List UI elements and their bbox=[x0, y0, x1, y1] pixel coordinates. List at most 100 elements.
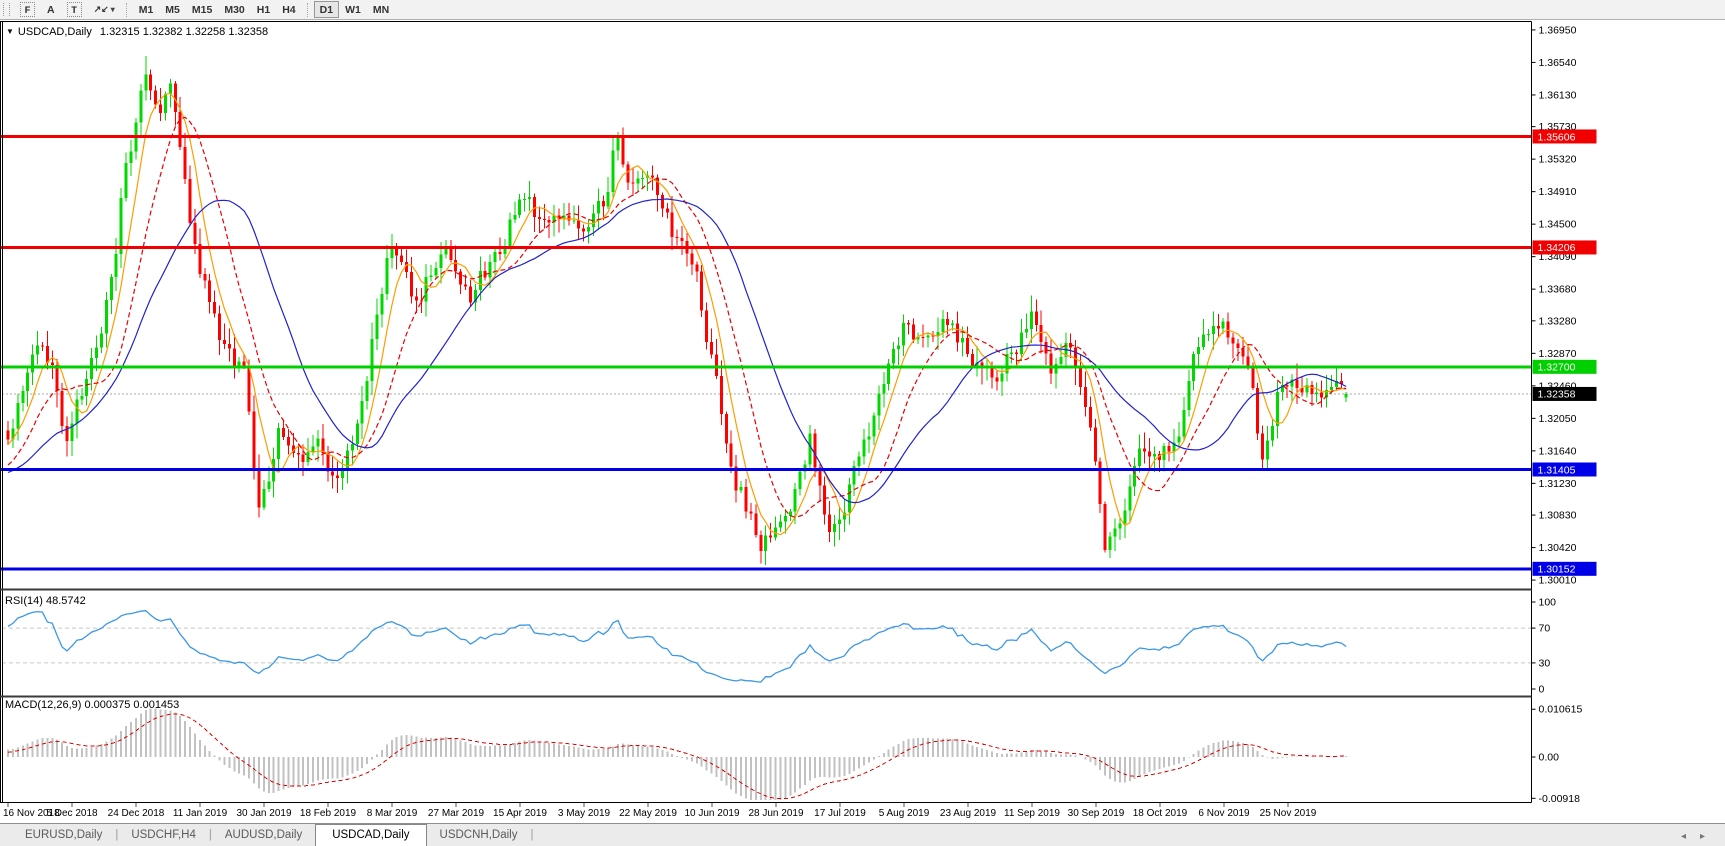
tab-separator: | bbox=[530, 829, 534, 841]
cursor-tool-icon: A bbox=[47, 3, 55, 16]
top-toolbar: F A T ↗↙ ▾ M1 M5 M15 M30 H1 H4 D1 W1 MN bbox=[0, 0, 1725, 20]
objects-tool-button[interactable]: ↗↙ ▾ bbox=[88, 1, 121, 18]
svg-text:1.32700: 1.32700 bbox=[1538, 362, 1576, 374]
date-tick-label: 18 Oct 2019 bbox=[1133, 808, 1188, 819]
timeframe-button-m30[interactable]: M30 bbox=[218, 1, 250, 18]
rsi-panel bbox=[2, 610, 1532, 683]
price-axis[interactable]: 1.369501.365401.361301.357301.353201.349… bbox=[1531, 24, 1583, 805]
toolbar-grip[interactable] bbox=[3, 3, 10, 16]
ma-line-6[interactable] bbox=[7, 92, 1347, 536]
chart-symbol-label: USDCAD,Daily bbox=[17, 26, 92, 38]
date-tick-label: 10 Jun 2019 bbox=[684, 808, 739, 819]
timeframe-button-m15[interactable]: M15 bbox=[186, 1, 218, 18]
date-tick-label: 22 May 2019 bbox=[619, 808, 677, 819]
timeframe-toolbar: M1 M5 M15 M30 H1 H4 D1 W1 MN bbox=[133, 1, 395, 18]
macd-panel bbox=[7, 708, 1348, 800]
date-tick-label: 17 Jul 2019 bbox=[814, 808, 866, 819]
macd-indicator-label: MACD(12,26,9) 0.000375 0.001453 bbox=[5, 699, 180, 711]
cursor-tool-button[interactable]: A bbox=[41, 1, 61, 18]
price-tick-label: 1.35320 bbox=[1539, 154, 1577, 166]
tab-scroll-arrows[interactable]: ◂▸ bbox=[1681, 831, 1719, 842]
price-tick-label: 1.32050 bbox=[1539, 413, 1577, 425]
date-tick-label: 30 Sep 2019 bbox=[1068, 808, 1125, 819]
price-tick-label: 1.30830 bbox=[1539, 510, 1577, 522]
timeframe-button-h4[interactable]: H4 bbox=[276, 1, 301, 18]
chart-tab-bar: EURUSD,Daily | USDCHF,H4 | AUDUSD,Daily USDCA… bbox=[0, 823, 1725, 846]
date-tick-label: 23 Aug 2019 bbox=[940, 808, 997, 819]
price-tick-label: 1.33680 bbox=[1539, 284, 1577, 296]
date-tick-label: 24 Dec 2018 bbox=[108, 808, 165, 819]
date-tick-label: 6 Nov 2019 bbox=[1198, 808, 1250, 819]
candlesticks bbox=[6, 56, 1348, 565]
scroll-left-icon[interactable]: ◂ bbox=[1680, 831, 1700, 842]
ma-line-26[interactable] bbox=[7, 198, 1347, 504]
scroll-right-icon[interactable]: ▸ bbox=[1699, 831, 1719, 842]
svg-text:1.34206: 1.34206 bbox=[1538, 242, 1576, 254]
price-tick-label: 1.36130 bbox=[1539, 89, 1577, 101]
collapse-triangle-icon[interactable]: ▼ bbox=[6, 27, 14, 36]
timeframe-button-h1[interactable]: H1 bbox=[251, 1, 276, 18]
chart-tab-usdchf-h4[interactable]: USDCHF,H4 bbox=[131, 829, 196, 841]
rsi-line bbox=[7, 610, 1347, 683]
date-tick-label: 11 Jan 2019 bbox=[173, 808, 228, 819]
date-tick-label: 11 Sep 2019 bbox=[1004, 808, 1060, 819]
price-tick-label: 1.36950 bbox=[1539, 24, 1577, 36]
rsi-axis-label: 100 bbox=[1539, 597, 1557, 609]
svg-text:1.31405: 1.31405 bbox=[1538, 464, 1576, 476]
price-tick-label: 1.30420 bbox=[1539, 542, 1577, 554]
timeframe-button-m5[interactable]: M5 bbox=[159, 1, 186, 18]
panel-borders bbox=[0, 21, 1532, 803]
date-tick-label: 16 Nov 2018 bbox=[3, 808, 60, 819]
chevron-down-icon: ▾ bbox=[110, 5, 115, 14]
tab-separator: | bbox=[208, 829, 212, 841]
rsi-axis-label: 30 bbox=[1539, 657, 1551, 669]
price-tick-label: 1.34910 bbox=[1539, 186, 1577, 198]
date-tick-label: 3 May 2019 bbox=[558, 808, 611, 819]
support-price-badge bbox=[1532, 561, 1597, 576]
macd-axis-label: -0.00918 bbox=[1539, 793, 1581, 805]
price-tick-label: 1.33280 bbox=[1539, 315, 1577, 327]
rsi-indicator-label: RSI(14) 48.5742 bbox=[5, 595, 86, 607]
chart-frame-icon: F bbox=[20, 2, 35, 17]
chart-tab-usdcnh-daily[interactable]: USDCNH,Daily bbox=[439, 829, 518, 841]
text-tool-button[interactable]: T bbox=[61, 1, 88, 18]
timeframe-button-mn[interactable]: MN bbox=[367, 1, 395, 18]
tab-separator: | bbox=[115, 829, 119, 841]
price-tick-label: 1.31640 bbox=[1539, 445, 1577, 457]
macd-signal-line bbox=[7, 713, 1347, 800]
moving-averages bbox=[7, 92, 1347, 536]
horizontal-lines bbox=[0, 134, 1532, 571]
timeframe-button-m1[interactable]: M1 bbox=[133, 1, 160, 18]
price-tick-label: 1.31230 bbox=[1539, 478, 1577, 490]
chart-tabs: EURUSD,Daily | USDCHF,H4 | AUDUSD,Daily USDCA… bbox=[12, 823, 533, 846]
macd-axis-label: 0.010615 bbox=[1539, 704, 1583, 716]
ma-line-13[interactable] bbox=[7, 116, 1347, 519]
objects-tool-icon: ↗↙ bbox=[93, 4, 109, 14]
resistance-price-badge bbox=[1532, 129, 1597, 144]
chart-ohlc-values: 1.32315 1.32382 1.32258 1.32358 bbox=[99, 26, 269, 38]
date-tick-label: 18 Feb 2019 bbox=[300, 808, 357, 819]
chart-frame-tool-button[interactable]: F bbox=[14, 1, 41, 18]
svg-text:1.30152: 1.30152 bbox=[1538, 564, 1576, 576]
timeframe-button-d1[interactable]: D1 bbox=[313, 1, 340, 18]
chart-tab-audusd-daily[interactable]: AUDUSD,Daily bbox=[224, 829, 303, 841]
price-tick-label: 1.36540 bbox=[1539, 57, 1577, 69]
main-plot-area[interactable] bbox=[2, 22, 1532, 802]
chart-tab-usdcad-daily[interactable]: USDCAD,Daily bbox=[315, 824, 427, 846]
support-price-badge bbox=[1532, 462, 1597, 477]
current-price-badge bbox=[1532, 386, 1597, 401]
pivot-price-badge bbox=[1532, 359, 1597, 374]
date-tick-label: 25 Nov 2019 bbox=[1260, 808, 1317, 819]
timeframe-button-w1[interactable]: W1 bbox=[339, 1, 367, 18]
date-tick-label: 27 Mar 2019 bbox=[428, 808, 485, 819]
date-tick-label: 15 Apr 2019 bbox=[493, 808, 547, 819]
price-badges: 1.35606 1.34206 1.32700 1.31405 1.30152 1.323… bbox=[1532, 129, 1597, 576]
date-tick-label: 30 Jan 2019 bbox=[236, 808, 291, 819]
chart-tab-eurusd-daily[interactable]: EURUSD,Daily bbox=[25, 829, 103, 841]
resistance-price-badge bbox=[1532, 240, 1597, 255]
rsi-axis-label: 0 bbox=[1539, 684, 1545, 696]
svg-text:1.35606: 1.35606 bbox=[1538, 131, 1576, 143]
